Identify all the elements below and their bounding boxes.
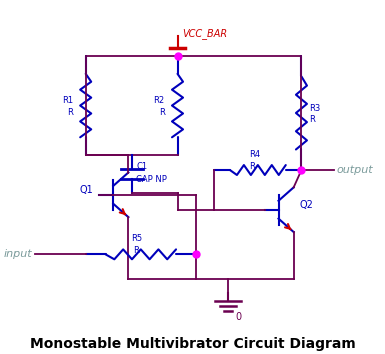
Text: 0: 0 — [235, 312, 241, 322]
Text: VCC_BAR: VCC_BAR — [182, 28, 227, 39]
Text: C1: C1 — [136, 161, 147, 171]
Text: Q2: Q2 — [300, 200, 313, 210]
Text: R3: R3 — [309, 103, 320, 113]
Text: R4: R4 — [249, 150, 260, 159]
Text: Monostable Multivibrator Circuit Diagram: Monostable Multivibrator Circuit Diagram — [30, 337, 356, 350]
Text: output: output — [336, 165, 373, 175]
Text: R5: R5 — [131, 234, 142, 243]
Text: R1: R1 — [62, 96, 73, 105]
Text: R: R — [159, 108, 165, 117]
Text: CAP NP: CAP NP — [136, 176, 167, 184]
Text: R: R — [67, 108, 73, 117]
Text: R: R — [309, 115, 315, 124]
Text: R2: R2 — [154, 96, 165, 105]
Text: Q1: Q1 — [79, 185, 93, 195]
Text: input: input — [4, 249, 32, 259]
Text: R: R — [249, 161, 254, 171]
Text: R: R — [133, 246, 139, 255]
